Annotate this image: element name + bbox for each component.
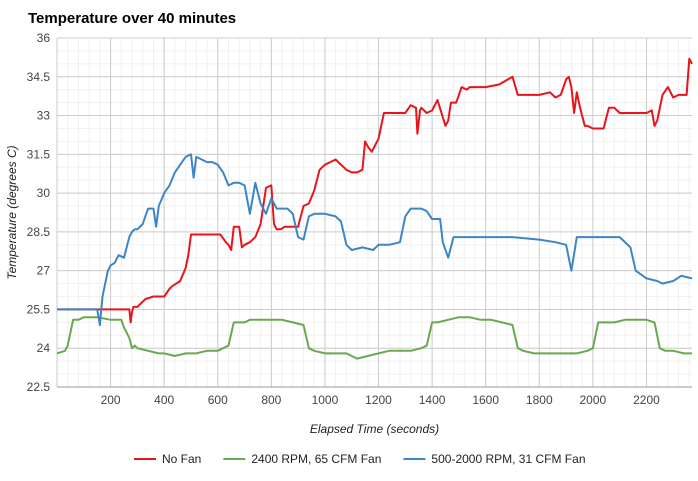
y-axis-title: Temperature (degrees C) [5,145,19,279]
y-axis-ticks: 22.5 24 25.5 27 28.5 30 31.5 33 34.5 36 [27,31,51,394]
x-tick-label: 600 [208,393,228,407]
x-tick-label: 200 [101,393,121,407]
x-tick-label: 1400 [419,393,446,407]
x-tick-label: 1800 [526,393,553,407]
x-tick-label: 1000 [312,393,339,407]
y-tick-label: 22.5 [27,380,51,394]
series-line-2400-rpm-65-cfm-fan [56,316,692,360]
series-layer [56,57,693,360]
x-tick-label: 400 [154,393,174,407]
legend-item-500-2000-rpm-31-cfm-fan: 500-2000 RPM, 31 CFM Fan [403,452,586,466]
y-tick-label: 31.5 [27,147,51,161]
y-tick-label: 27 [37,264,51,278]
legend-label: 2400 RPM, 65 CFM Fan [251,452,381,466]
x-tick-label: 2200 [633,393,660,407]
x-axis-ticks: 200 400 600 800 1000 1200 1400 1600 1800 2000 2200 [101,393,661,407]
legend: No Fan 2400 RPM, 65 CFM Fan 500-2000 RPM, … [134,452,586,466]
minor-grid [56,37,692,388]
x-tick-label: 800 [261,393,281,407]
legend-item-2400-rpm-65-cfm-fan: 2400 RPM, 65 CFM Fan [223,452,381,466]
y-tick-label: 36 [37,31,51,45]
y-tick-label: 30 [37,186,51,200]
x-tick-label: 1600 [472,393,499,407]
y-tick-label: 24 [37,341,51,355]
y-tick-label: 28.5 [27,225,51,239]
major-grid [56,37,692,388]
x-tick-label: 1200 [365,393,392,407]
series-line-500-2000-rpm-31-cfm-fan [57,153,693,326]
legend-label: No Fan [162,452,201,466]
y-tick-label: 33 [37,109,51,123]
legend-label: 500-2000 RPM, 31 CFM Fan [431,452,585,466]
legend-item-no-fan: No Fan [134,452,201,466]
x-tick-label: 2000 [580,393,607,407]
y-tick-label: 34.5 [27,70,51,84]
series-line-no-fan [57,57,693,324]
y-tick-label: 25.5 [27,302,51,316]
chart-title: Temperature over 40 minutes [28,10,237,27]
x-axis-title: Elapsed Time (seconds) [310,422,439,436]
